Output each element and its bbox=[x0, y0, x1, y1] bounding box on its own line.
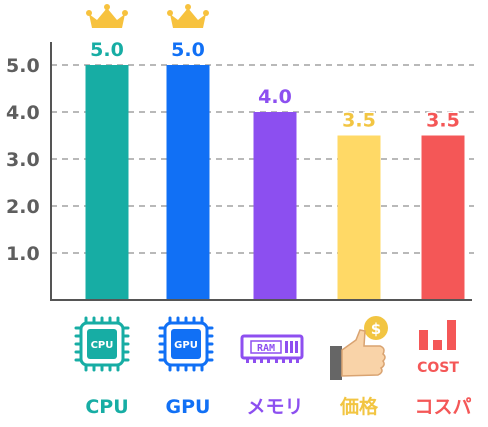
bar-value-label: 4.0 bbox=[258, 86, 292, 108]
y-axis-ticks: 1.0 2.0 3.0 4.0 5.0 bbox=[6, 55, 40, 265]
bar-value-label: 3.5 bbox=[426, 110, 460, 132]
category-label: コスパ bbox=[414, 396, 471, 418]
bar-value-label: 3.5 bbox=[342, 110, 376, 132]
cost-icon-text: COST bbox=[417, 360, 459, 376]
y-tick-label: 1.0 bbox=[6, 243, 40, 265]
bar bbox=[253, 112, 297, 300]
gpu-icon-text: GPU bbox=[174, 340, 198, 351]
cpu-chip-icon: CPU bbox=[74, 316, 130, 372]
category-label: CPU bbox=[85, 396, 128, 418]
cpu-icon-text: CPU bbox=[91, 340, 114, 351]
category-label: 価格 bbox=[339, 395, 379, 418]
y-tick-label: 4.0 bbox=[6, 102, 40, 124]
category-label: メモリ bbox=[246, 396, 303, 418]
category-label: GPU bbox=[166, 396, 211, 418]
y-tick-label: 5.0 bbox=[6, 55, 40, 77]
ram-icon-text: RAM bbox=[257, 343, 275, 354]
crown-icon bbox=[86, 4, 128, 28]
bar bbox=[166, 65, 210, 300]
y-tick-label: 3.0 bbox=[6, 149, 40, 171]
category-labels: CPU GPU メモリ 価格 コスパ bbox=[85, 395, 471, 418]
bar bbox=[421, 135, 465, 300]
bar-value-label: 5.0 bbox=[171, 39, 205, 61]
price-hand-coin-icon: $ bbox=[330, 316, 388, 380]
axes bbox=[50, 42, 472, 301]
bar-value-label: 5.0 bbox=[90, 39, 124, 61]
coin-icon-text: $ bbox=[371, 320, 381, 338]
gpu-chip-icon: GPU bbox=[158, 316, 214, 372]
bars bbox=[85, 65, 465, 300]
bar bbox=[85, 65, 129, 300]
cost-chart-icon: COST bbox=[417, 320, 459, 376]
value-labels: 5.0 5.0 4.0 3.5 3.5 bbox=[89, 38, 462, 134]
ram-stick-icon: RAM bbox=[240, 334, 304, 363]
y-tick-label: 2.0 bbox=[6, 196, 40, 218]
bar bbox=[337, 135, 381, 300]
crown-icon bbox=[167, 4, 209, 28]
crowns bbox=[86, 4, 209, 28]
